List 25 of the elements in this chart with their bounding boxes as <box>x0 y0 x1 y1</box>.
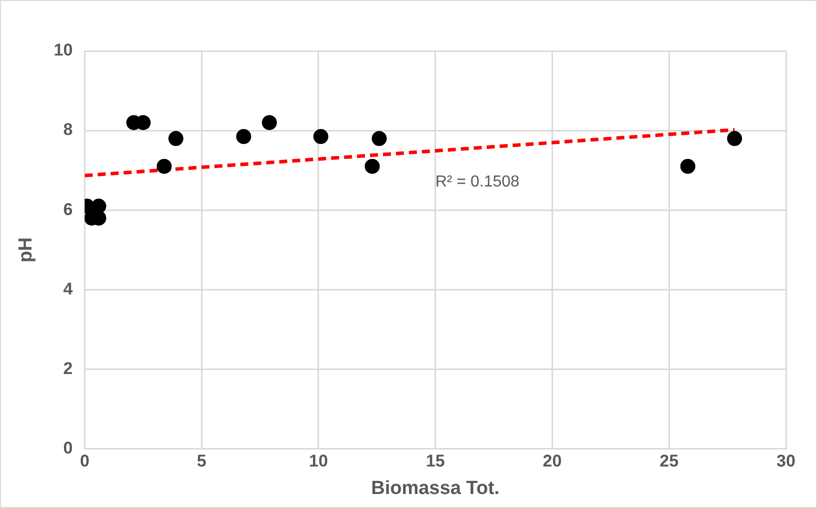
point <box>168 131 184 146</box>
y-tick-label: 6 <box>63 200 73 219</box>
point <box>156 158 172 174</box>
y-tick-label: 0 <box>63 438 73 458</box>
point <box>236 129 252 144</box>
y-tick-label: 2 <box>63 358 73 378</box>
x-axis-title: Biomassa Tot. <box>371 478 500 499</box>
y-tick-label: 4 <box>63 279 74 298</box>
point <box>364 158 380 174</box>
point <box>313 129 328 144</box>
x-tick-label: 5 <box>196 452 206 471</box>
x-tick-label: 20 <box>542 452 562 471</box>
x-tick-label: 15 <box>426 452 445 471</box>
point <box>262 115 277 130</box>
point <box>727 131 742 146</box>
y-tick-label: 10 <box>54 40 73 60</box>
annotation: R² = 0.1508 <box>435 174 520 191</box>
x-tick-label: 30 <box>776 452 796 471</box>
y-axis-title: pH <box>16 237 37 263</box>
x-tick-label: 25 <box>660 452 679 471</box>
point <box>680 158 696 174</box>
y-tick-label: 8 <box>63 120 73 140</box>
x-tick-label: 0 <box>80 452 90 471</box>
x-tick-label: 10 <box>309 452 328 471</box>
point <box>372 131 387 146</box>
